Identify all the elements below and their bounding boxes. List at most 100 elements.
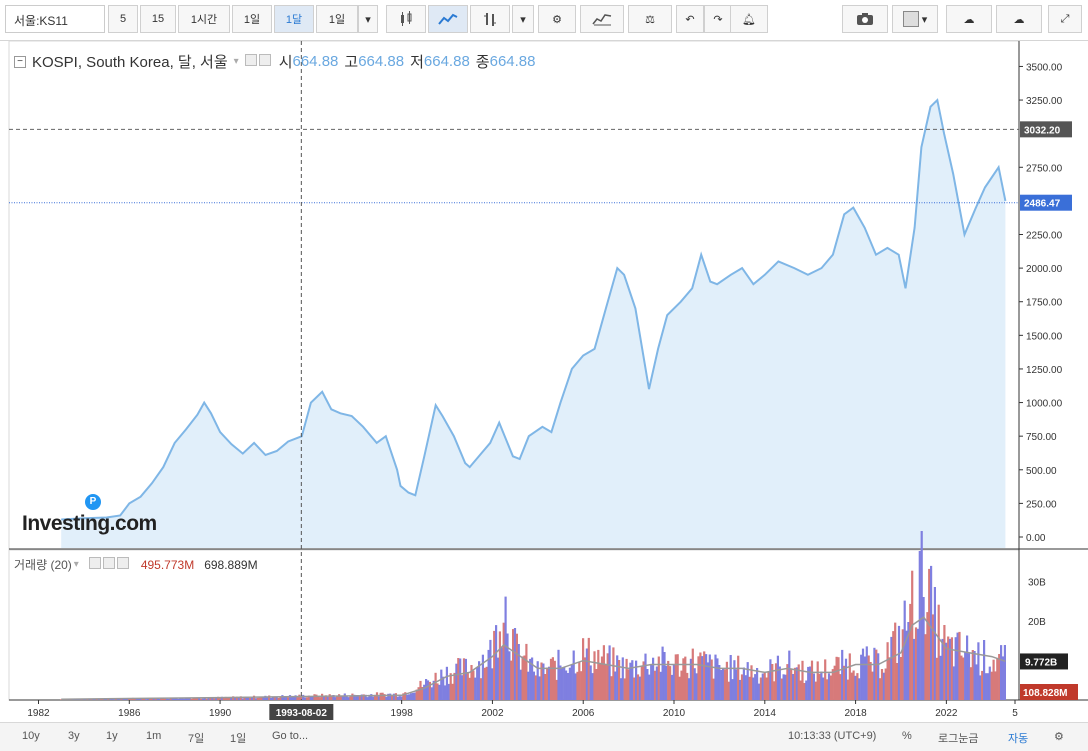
volume-bar [489, 640, 491, 700]
volume-bar [304, 698, 306, 701]
volume-bar [709, 655, 711, 701]
goto-button[interactable]: Go to... [268, 728, 312, 744]
settings-icon[interactable] [103, 557, 115, 569]
volume-bar [665, 666, 667, 700]
volume-bar [987, 673, 989, 700]
volume-bar [943, 625, 945, 700]
volume-bar [975, 664, 977, 700]
volume-bar [522, 656, 524, 700]
price-tick-label: 3500.00 [1026, 62, 1063, 73]
volume-bar [983, 640, 985, 700]
volume-bar [306, 697, 308, 700]
volume-bar [414, 693, 416, 701]
volume-bar [743, 668, 745, 701]
auto-scale-toggle[interactable]: 자동 [1004, 728, 1032, 748]
volume-bar [832, 669, 834, 700]
volume-bar [820, 672, 822, 701]
volume-bar [881, 669, 883, 700]
volume-bar [633, 678, 635, 701]
range-1m[interactable]: 1m [142, 728, 165, 744]
volume-bar [957, 633, 959, 700]
volume-bar [459, 659, 461, 701]
volume-bar [410, 693, 412, 700]
volume-bar [556, 680, 558, 700]
volume-bar [932, 614, 934, 700]
volume-bar [270, 698, 272, 700]
volume-bar [431, 687, 433, 700]
price-tick-label: 1000.00 [1026, 399, 1063, 410]
range-3y[interactable]: 3y [64, 728, 84, 744]
eye-icon[interactable] [245, 54, 257, 66]
volume-bar [771, 664, 773, 700]
settings-icon[interactable] [259, 54, 271, 66]
chevron-down-icon[interactable]: ▾ [74, 559, 79, 570]
volume-bar [890, 637, 892, 700]
volume-bar [499, 631, 501, 700]
series-name: KOSPI, South Korea, 달, 서울 [32, 51, 228, 72]
volume-bar [372, 697, 374, 700]
volume-bar [960, 656, 962, 700]
volume-bar [692, 649, 694, 700]
price-tick-label: 2250.00 [1026, 231, 1063, 242]
volume-bar [828, 673, 830, 700]
badge-icon[interactable]: P [85, 494, 101, 510]
volume-bar [249, 698, 251, 700]
volume-bar [790, 668, 792, 700]
volume-bar [491, 668, 493, 700]
range-10y[interactable]: 10y [18, 728, 44, 744]
percent-toggle[interactable]: % [898, 728, 916, 744]
volume-tick-label: 30B [1028, 578, 1046, 589]
close-icon[interactable] [117, 557, 129, 569]
volume-bar [794, 668, 796, 700]
volume-bar [718, 665, 720, 700]
gear-icon[interactable]: ⚙ [1050, 728, 1068, 745]
price-level-label: 3032.20 [1024, 125, 1061, 136]
range-7d[interactable]: 7일 [184, 728, 208, 748]
volume-bar [783, 674, 785, 700]
volume-bar [713, 679, 715, 700]
volume-bar [894, 623, 896, 700]
time-tick-label: 5 [1012, 708, 1018, 719]
volume-bar [887, 642, 889, 700]
volume-bar [919, 551, 921, 700]
volume-label: 거래량 (20) [14, 556, 72, 573]
volume-bar [871, 672, 873, 700]
collapse-icon[interactable]: − [14, 56, 26, 68]
volume-bar [539, 676, 541, 700]
range-1y[interactable]: 1y [102, 728, 122, 744]
range-1d[interactable]: 1일 [226, 728, 250, 748]
volume-bar [955, 637, 957, 700]
volume-bar [408, 694, 410, 700]
volume-bar [851, 673, 853, 700]
time-tick-label: 2018 [844, 708, 867, 719]
high-label: 고 [344, 51, 358, 72]
volume-legend-icons[interactable] [89, 557, 131, 572]
volume-bar [259, 698, 261, 700]
volume-bar [476, 667, 478, 700]
volume-bar [667, 661, 669, 700]
close-value: 664.88 [490, 53, 536, 70]
chevron-down-icon[interactable]: ▾ [234, 56, 239, 67]
volume-bar [673, 664, 675, 700]
volume-bar [866, 646, 868, 700]
chart-canvas[interactable]: 3500.003250.003032.202750.002486.472250.… [0, 0, 1088, 722]
volume-bar [465, 659, 467, 700]
log-scale-toggle[interactable]: 로그눈금 [934, 728, 982, 748]
volume-bar [752, 678, 754, 701]
volume-bar [438, 685, 440, 700]
volume-bar [824, 659, 826, 700]
volume-bar [716, 658, 718, 700]
price-tick-label: 3250.00 [1026, 96, 1063, 107]
volume-bar [512, 629, 514, 700]
volume-bar [595, 669, 597, 700]
volume-bar [200, 699, 202, 700]
volume-bar [737, 656, 739, 700]
volume-bar [994, 671, 996, 700]
volume-bar [482, 655, 484, 700]
time-tick-label: 2022 [935, 708, 958, 719]
legend-settings-icons[interactable] [245, 53, 273, 70]
volume-bar [675, 654, 677, 700]
volume-bar [610, 676, 612, 700]
eye-icon[interactable] [89, 557, 101, 569]
volume-bar [923, 597, 925, 700]
